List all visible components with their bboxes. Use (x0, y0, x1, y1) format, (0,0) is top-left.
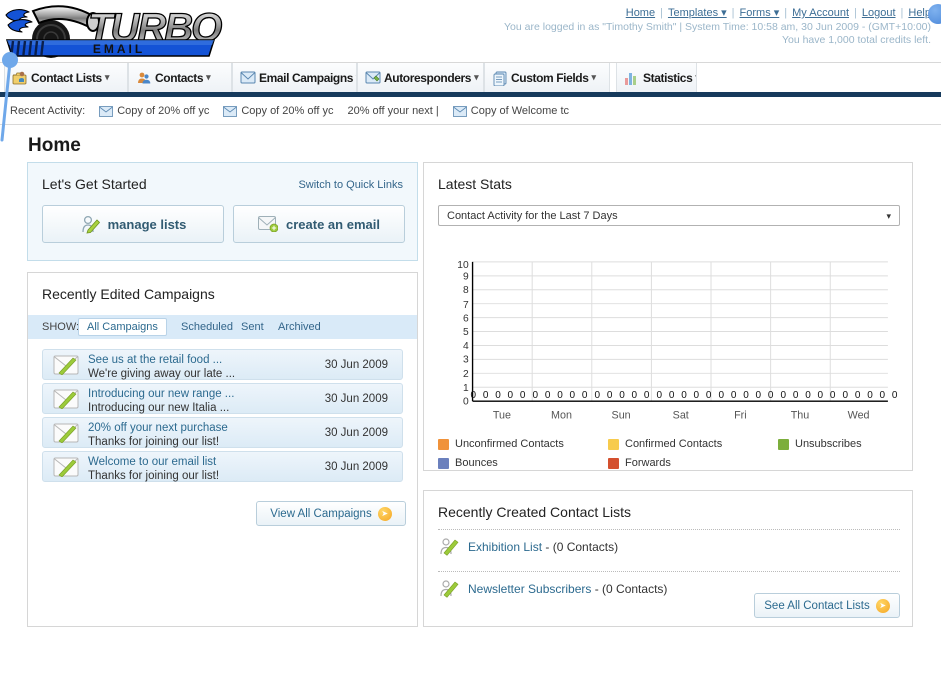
svg-text:7: 7 (463, 300, 469, 311)
svg-text:9: 9 (463, 272, 469, 283)
svg-text:3: 3 (463, 355, 469, 366)
svg-text:4: 4 (463, 341, 469, 352)
svg-text:Tue: Tue (493, 409, 511, 421)
svg-text:Sat: Sat (673, 409, 689, 421)
svg-text:Thu: Thu (791, 409, 810, 421)
svg-text:Mon: Mon (551, 409, 572, 421)
svg-text:8: 8 (463, 285, 469, 296)
svg-text:EMAIL: EMAIL (93, 42, 145, 56)
svg-text:2: 2 (463, 369, 469, 380)
svg-text:Sun: Sun (612, 409, 631, 421)
svg-text:5: 5 (463, 327, 469, 338)
svg-text:6: 6 (463, 314, 469, 325)
svg-text:Fri: Fri (734, 409, 747, 421)
svg-text:10: 10 (457, 260, 469, 271)
svg-text:Wed: Wed (848, 409, 870, 421)
